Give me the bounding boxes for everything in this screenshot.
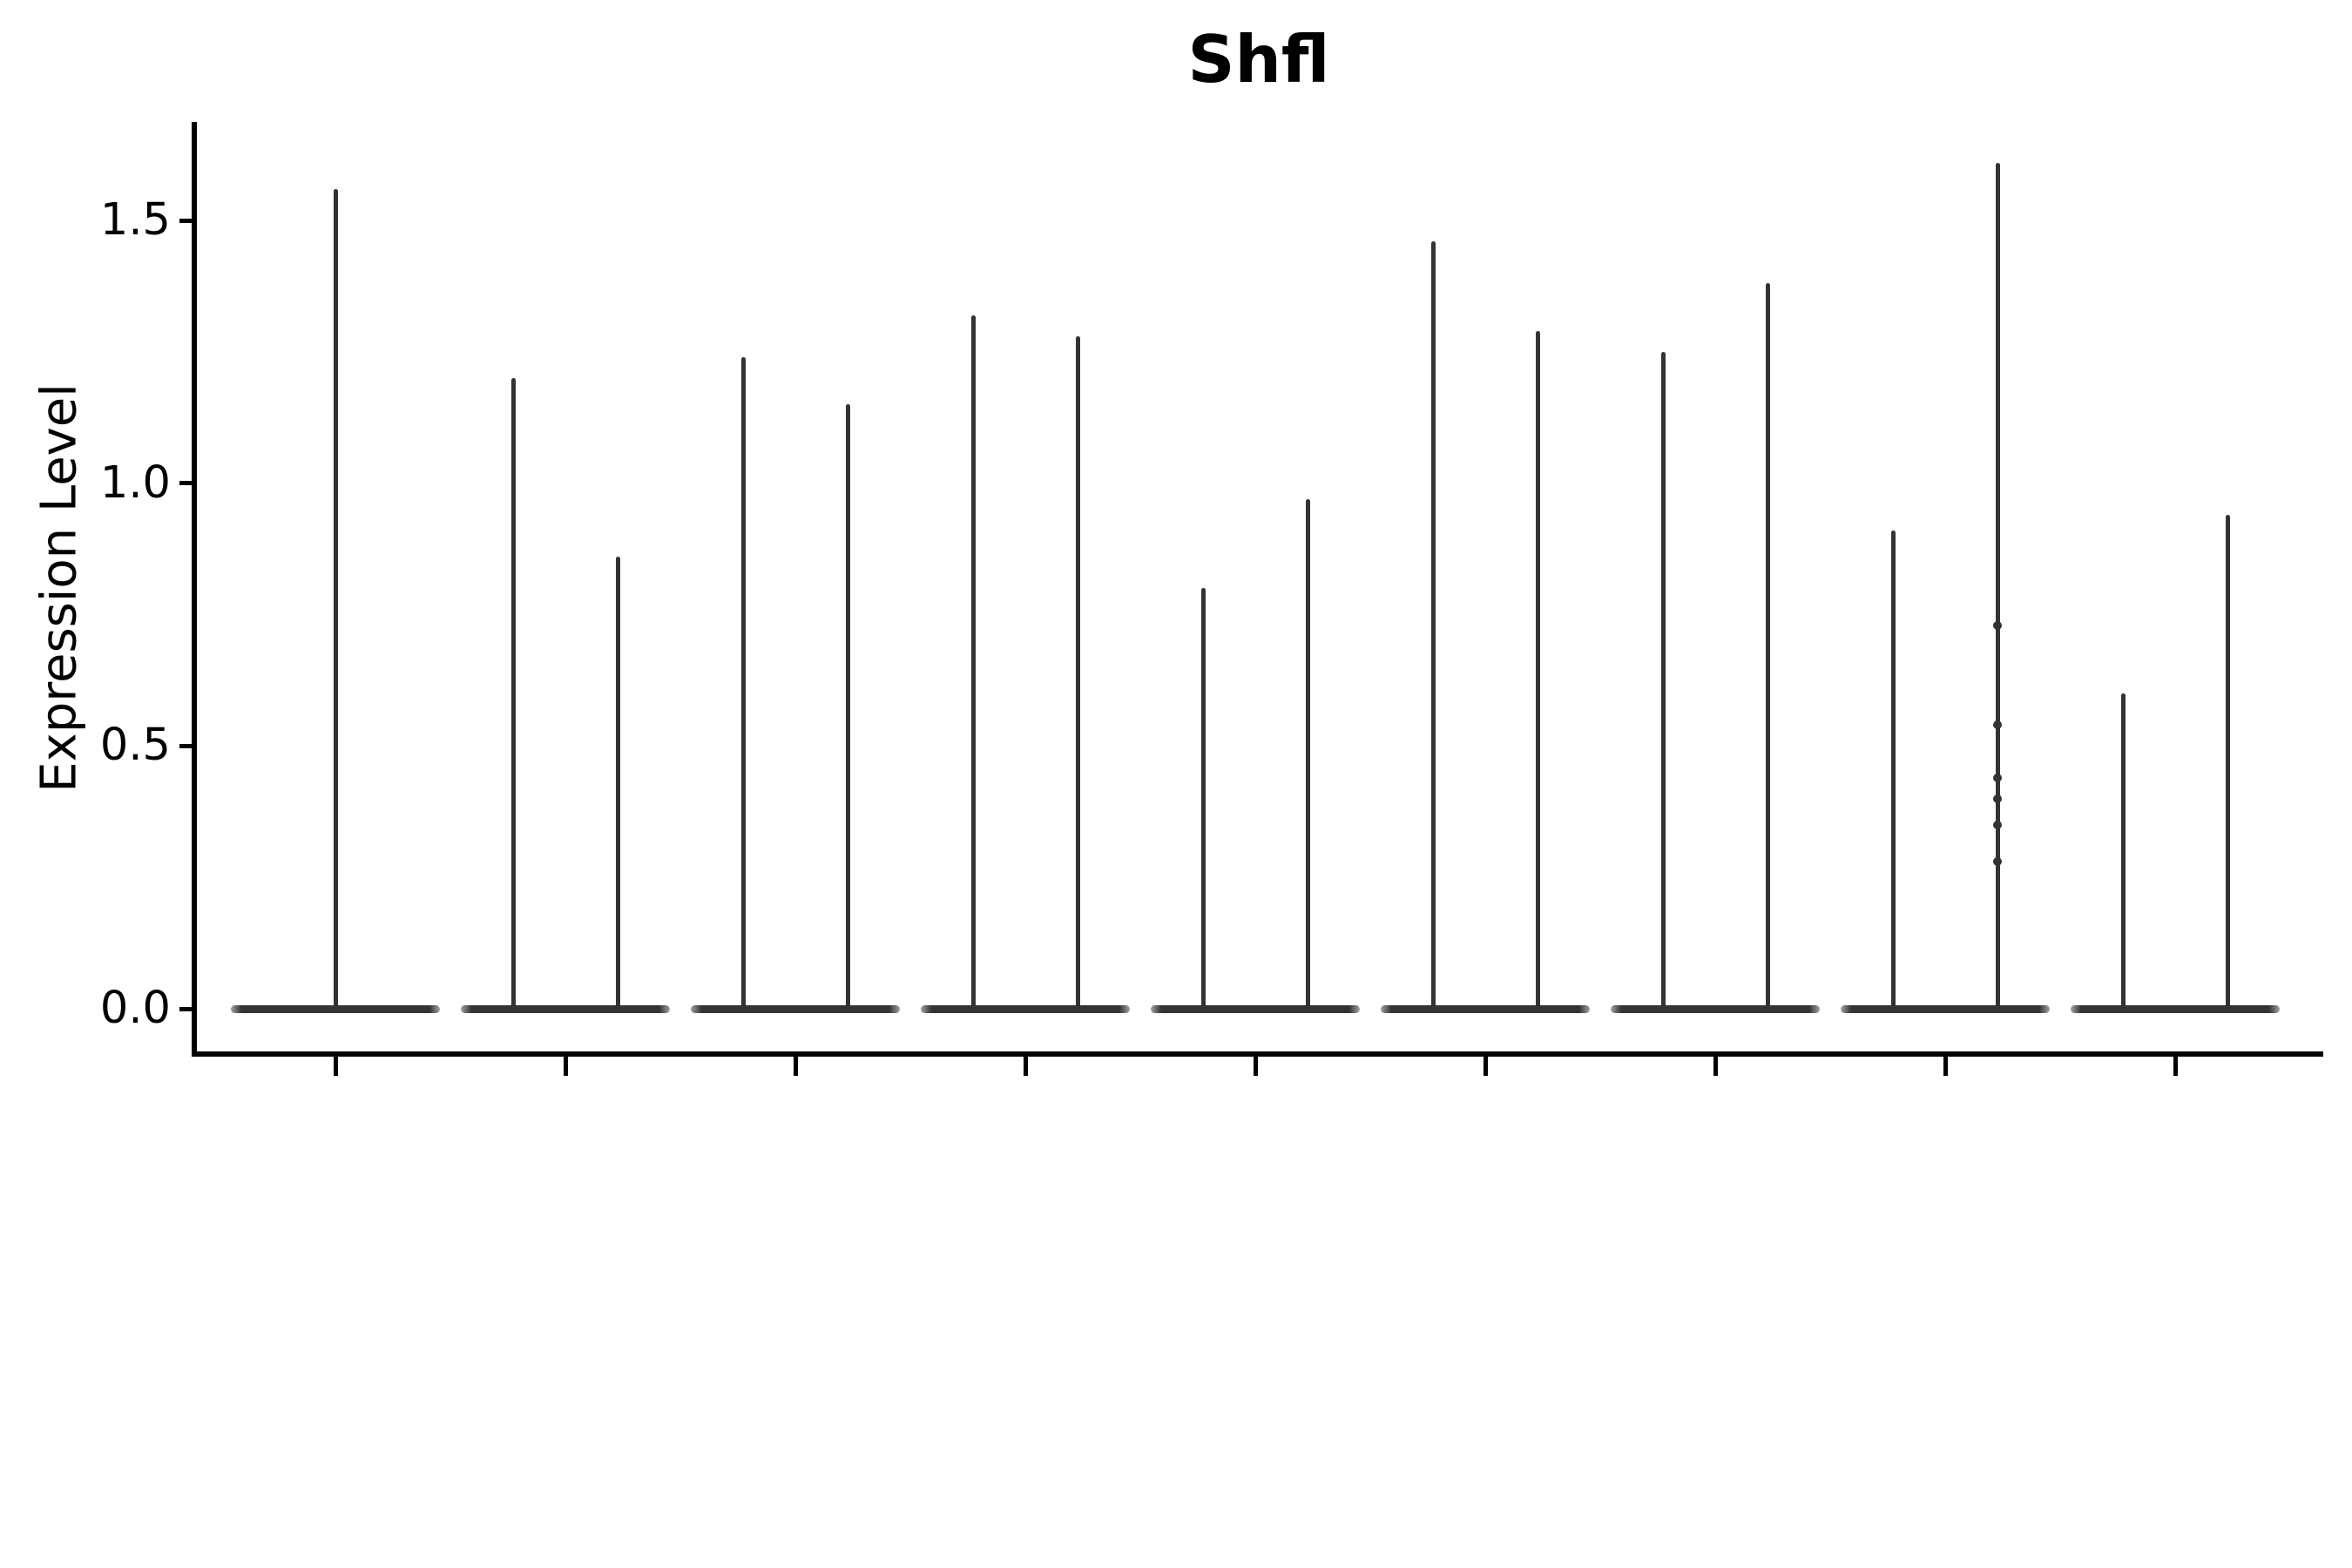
violin-base [231, 1004, 440, 1013]
violin-spike [845, 404, 850, 1009]
violin-spike [740, 356, 746, 1009]
violin-base [1381, 1004, 1590, 1013]
violin-spike [333, 188, 338, 1009]
violin-base [691, 1004, 900, 1013]
y-tick-mark [179, 481, 192, 486]
chart-title: Shfl [1187, 21, 1330, 98]
x-tick-mark [2173, 1057, 2178, 1076]
violin-spike [1075, 335, 1080, 1009]
violin-base [1611, 1004, 1820, 1013]
violin-base [921, 1004, 1130, 1013]
violin-density-dot [1993, 620, 2002, 630]
violin-spike [1660, 351, 1666, 1009]
violin-spike [2120, 693, 2126, 1009]
y-axis-spine [192, 122, 197, 1057]
violin-spike [1890, 530, 1896, 1009]
y-tick-label: 1.0 [99, 456, 171, 509]
x-tick-mark [1943, 1057, 1948, 1076]
violin-density-dot [1993, 773, 2002, 782]
violin-spike [970, 314, 976, 1009]
x-tick-mark [793, 1057, 798, 1076]
x-tick-mark [333, 1057, 338, 1076]
y-tick-label: 0.5 [99, 720, 171, 772]
violin-density-dot [1993, 720, 2002, 730]
violin-spike [1305, 498, 1310, 1009]
violin-spike [1200, 588, 1206, 1009]
violin-base [2071, 1004, 2280, 1013]
violin-spike [615, 557, 620, 1009]
violin-density-dot [1993, 794, 2002, 803]
y-tick-mark [179, 743, 192, 748]
violin-spike [1535, 330, 1540, 1009]
violin-base [461, 1004, 670, 1013]
x-tick-mark [1713, 1057, 1718, 1076]
violin-density-dot [1993, 820, 2002, 829]
violin-density-dot [1993, 857, 2002, 867]
violin-spike [1995, 162, 2000, 1009]
violin-spike [1765, 283, 1770, 1009]
violin-base [1841, 1004, 2050, 1013]
y-tick-label: 0.0 [99, 983, 171, 1034]
violin-spike [2225, 514, 2230, 1009]
y-tick-mark [179, 1006, 192, 1011]
x-axis-spine [192, 1051, 2323, 1057]
x-tick-mark [1483, 1057, 1488, 1076]
y-tick-mark [179, 218, 192, 223]
x-tick-mark [563, 1057, 568, 1076]
violin-spike [1430, 241, 1436, 1009]
x-tick-mark [1023, 1057, 1028, 1076]
violin-spike [510, 378, 516, 1009]
violin-base [1151, 1004, 1360, 1013]
x-tick-mark [1253, 1057, 1258, 1076]
y-tick-label: 1.5 [99, 194, 171, 247]
